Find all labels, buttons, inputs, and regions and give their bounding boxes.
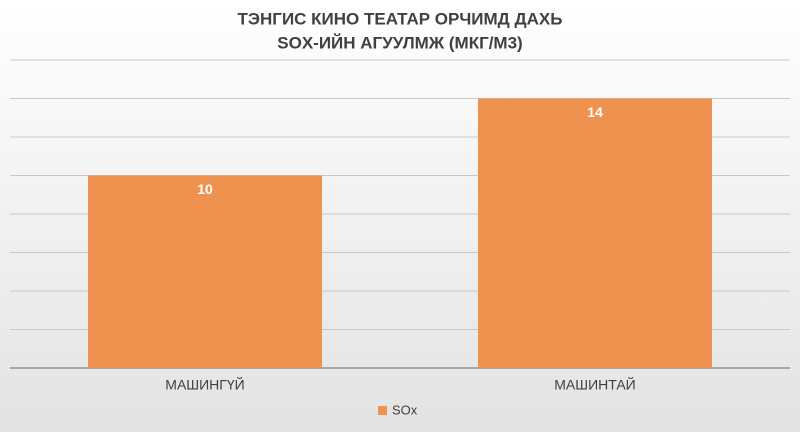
- data-label: 10: [197, 181, 213, 197]
- x-tick-label: МАШИНГҮЙ: [165, 376, 244, 393]
- chart-title: SOX-ИЙН АГУУЛМЖ (МКГ/М3): [277, 33, 522, 52]
- chart-title: ТЭНГИС КИНО ТЕАТАР ОРЧИМД ДАХЬ: [238, 9, 563, 28]
- data-label: 14: [587, 104, 603, 120]
- bar: [88, 175, 322, 368]
- bar: [478, 98, 712, 368]
- legend-label: SOx: [392, 402, 418, 417]
- legend-swatch: [378, 406, 387, 415]
- x-tick-label: МАШИНТАЙ: [554, 376, 636, 393]
